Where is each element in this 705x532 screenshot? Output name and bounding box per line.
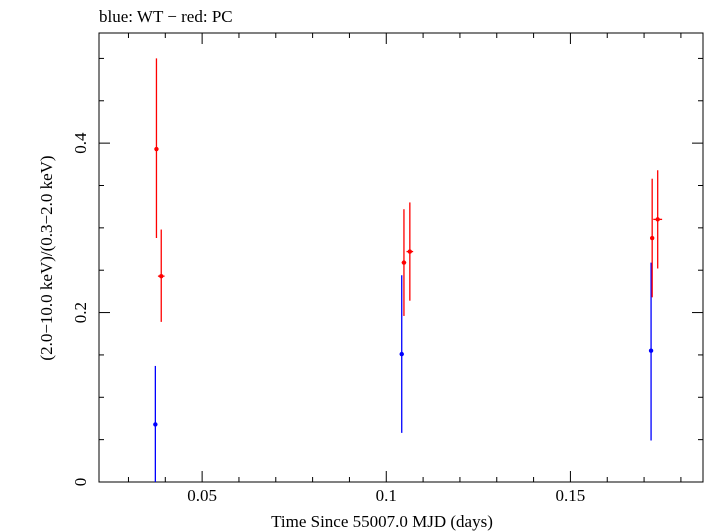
x-axis-ticks: 0.05 0.1 0.15 <box>127 33 682 505</box>
data-point-pc <box>407 249 413 254</box>
y-tick-label: 0.2 <box>71 302 90 323</box>
y-tick-label: 0 <box>71 478 90 487</box>
series-pc <box>154 58 663 322</box>
chart-title: blue: WT − red: PC <box>99 7 233 26</box>
series-wt <box>153 262 654 482</box>
x-axis-label: Time Since 55007.0 MJD (days) <box>271 512 493 531</box>
x-tick-label: 0.1 <box>376 486 397 505</box>
y-tick-label: 0.4 <box>71 132 90 154</box>
data-point-pc <box>154 146 159 152</box>
x-tick-label: 0.05 <box>187 486 217 505</box>
data-point-pc <box>401 260 407 265</box>
data-point-pc <box>649 235 655 241</box>
data-point-pc <box>159 273 164 279</box>
data-point-wt <box>399 351 404 357</box>
y-axis-label: (2.0−10.0 keV)/(0.3−2.0 keV) <box>37 155 56 360</box>
data-point-pc <box>655 217 660 222</box>
data-point-wt <box>648 348 654 353</box>
data-point-wt <box>153 422 158 427</box>
x-tick-label: 0.15 <box>556 486 586 505</box>
data-series <box>153 58 663 482</box>
y-axis-ticks: 0 0.2 0.4 <box>71 57 703 487</box>
plot-frame <box>98 32 704 483</box>
